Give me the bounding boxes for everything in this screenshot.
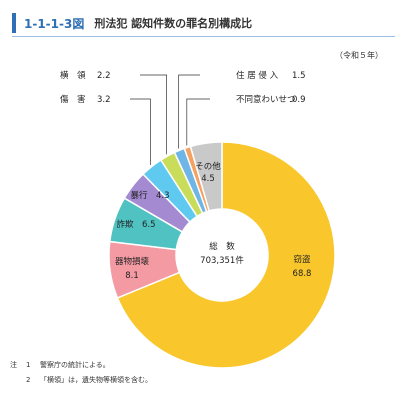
notes: 注 1 警察庁の統計による。 2 「横領」は，遺失物等横領を含む。 — [10, 358, 152, 388]
note-row-2: 2 「横領」は，遺失物等横領を含む。 — [10, 373, 152, 388]
slice-value-1: 8.1 — [125, 271, 139, 281]
slice-value-6: 1.5 — [292, 71, 306, 81]
figure-number: 1-1-1-3図 — [24, 16, 85, 31]
leader-line-7 — [186, 98, 210, 146]
slice-label-7: 不同意わいせつ — [236, 94, 296, 105]
slice-value-8: 4.5 — [201, 174, 215, 184]
leader-line-6 — [178, 74, 200, 149]
header-accent-bar — [12, 13, 16, 33]
note-number: 2 — [26, 376, 31, 384]
note-row-1: 注 1 警察庁の統計による。 — [10, 358, 152, 373]
center-total-value: 703,351件 — [200, 255, 244, 266]
slice-label-2: 詐欺 6.5 — [116, 219, 155, 230]
note-number: 1 — [26, 361, 31, 369]
chart-title: 刑法犯 認知件数の罪名別構成比 — [94, 17, 253, 30]
slice-label-1: 器物損壊 — [115, 256, 150, 267]
pie-slice-0 — [116, 141, 336, 369]
figure-header: 1-1-1-3図 刑法犯 認知件数の罪名別構成比 — [12, 12, 252, 34]
era-label: （令和５年） — [335, 51, 383, 60]
slice-label-4: 傷 害 — [60, 94, 86, 105]
slice-label-3: 暴行 4.3 — [130, 190, 169, 201]
header-divider — [12, 36, 395, 37]
leader-line-4 — [130, 98, 151, 166]
slice-label-8: その他 — [195, 161, 221, 172]
slice-value-7: 0.9 — [292, 95, 306, 105]
note-text: 「横領」は，遺失物等横領を含む。 — [40, 376, 152, 384]
pie-slice-8 — [189, 141, 223, 212]
slice-value-5: 2.2 — [97, 71, 111, 81]
slice-label-6: 住 居 侵 入 — [236, 70, 279, 81]
leader-line-5 — [140, 74, 167, 155]
slice-label-0: 窃盗 — [293, 254, 311, 265]
slice-label-5: 横 領 — [60, 70, 86, 81]
note-text: 警察庁の統計による。 — [40, 361, 110, 369]
note-mark: 注 — [10, 361, 17, 369]
center-total-label: 総 数 — [209, 241, 235, 252]
note-mark — [10, 373, 26, 388]
slice-value-4: 3.2 — [97, 95, 111, 105]
slice-value-0: 68.8 — [293, 269, 312, 279]
